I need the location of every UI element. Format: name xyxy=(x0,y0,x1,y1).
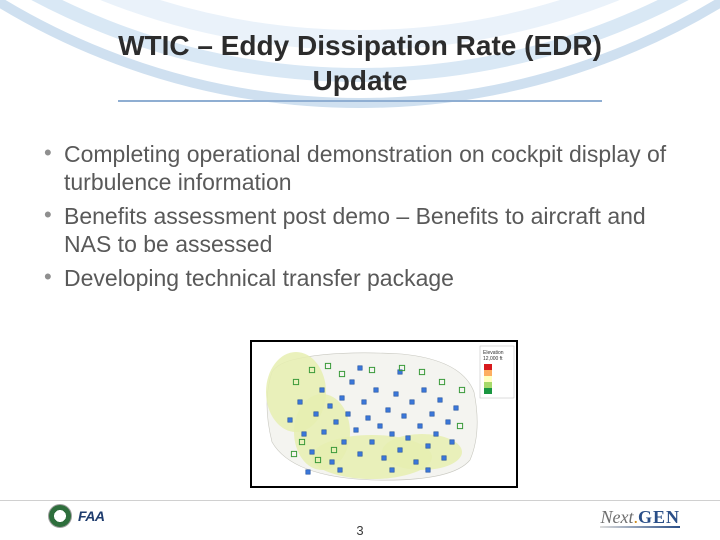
bullet-item: Completing operational demonstration on … xyxy=(40,140,680,196)
slide-title-wrap: WTIC – Eddy Dissipation Rate (EDR) Updat… xyxy=(0,28,720,102)
bullet-list: Completing operational demonstration on … xyxy=(40,140,680,298)
bullet-item: Developing technical transfer package xyxy=(40,264,680,292)
title-line-2: Update xyxy=(313,65,408,96)
page-number: 3 xyxy=(0,523,720,538)
turbulence-map-figure: Elevation12,000 ft xyxy=(250,340,518,488)
bullet-item: Benefits assessment post demo – Benefits… xyxy=(40,202,680,258)
svg-text:12,000 ft: 12,000 ft xyxy=(483,356,503,362)
slide-title: WTIC – Eddy Dissipation Rate (EDR) Updat… xyxy=(118,28,602,102)
title-line-1: WTIC – Eddy Dissipation Rate (EDR) xyxy=(118,30,602,61)
faa-label: FAA xyxy=(78,508,105,524)
